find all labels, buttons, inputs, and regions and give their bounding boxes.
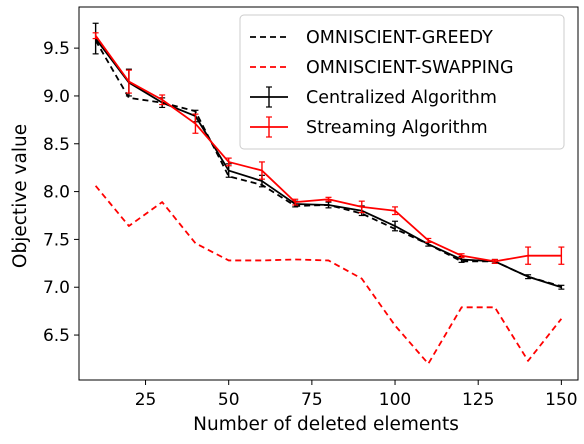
y-axis-label: Objective value — [10, 124, 31, 268]
y-tick-label: 6.5 — [43, 326, 70, 346]
series-line-omniscient-swapping — [94, 185, 563, 365]
legend-label: OMNISCIENT-GREEDY — [306, 28, 493, 48]
x-tick-label: 150 — [545, 390, 577, 410]
y-tick-label: 9.0 — [43, 87, 70, 107]
y-tick-label: 9.5 — [43, 39, 70, 59]
x-tick-label: 75 — [301, 390, 323, 410]
y-axis: 6.5 7.0 7.5 8.0 8.5 9.0 9.5 — [43, 39, 79, 346]
legend-label: OMNISCIENT-SWAPPING — [306, 58, 514, 78]
y-tick-label: 8.5 — [43, 135, 70, 155]
x-tick-label: 50 — [218, 390, 240, 410]
plot-frame — [78, 6, 579, 381]
x-tick-label: 125 — [462, 390, 494, 410]
legend-label: Streaming Algorithm — [306, 118, 488, 138]
x-axis-label: Number of deleted elements — [193, 414, 459, 435]
x-tick-label: 25 — [135, 390, 157, 410]
y-tick-label: 7.0 — [43, 278, 70, 298]
y-tick-label: 8.0 — [43, 183, 70, 203]
legend: OMNISCIENT-GREEDY OMNISCIENT-SWAPPING Cent… — [239, 14, 565, 150]
x-axis: 25 50 75 100 125 150 — [135, 380, 578, 410]
series-layer — [92, 22, 565, 365]
legend-label: Centralized Algorithm — [306, 88, 497, 108]
y-tick-label: 7.5 — [43, 230, 70, 250]
legend-box — [239, 14, 565, 150]
x-tick-label: 100 — [379, 390, 411, 410]
